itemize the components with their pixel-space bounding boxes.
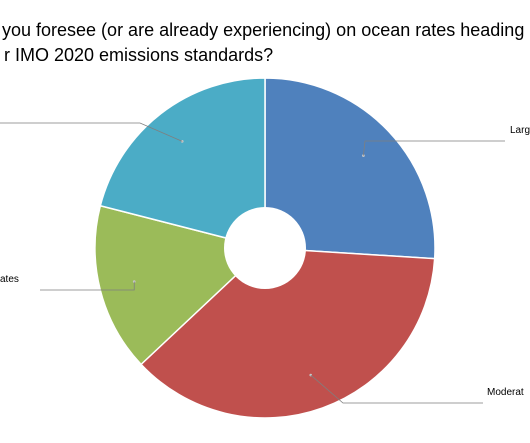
leader-line-large bbox=[363, 140, 505, 156]
slice-moderate bbox=[140, 247, 436, 419]
slice-label-large: Larg bbox=[510, 125, 530, 136]
leader-line-unlabeled bbox=[0, 122, 183, 142]
chart-title: you foresee (or are already experiencing… bbox=[0, 18, 530, 68]
chart-title-line-2: r IMO 2020 emissions standards? bbox=[4, 45, 274, 65]
leader-line-group bbox=[0, 122, 505, 404]
chart-title-line-1: you foresee (or are already experiencing… bbox=[2, 20, 525, 40]
leader-line-moderate bbox=[310, 374, 483, 404]
slice-label-rates: ates bbox=[0, 274, 19, 285]
donut-hole bbox=[224, 207, 306, 289]
slice-label-group: Larg Moderat ates bbox=[0, 125, 530, 398]
slice-unlabeled bbox=[99, 77, 266, 249]
leader-line-rates bbox=[40, 281, 135, 291]
slice-large bbox=[264, 77, 436, 260]
slice-group bbox=[94, 77, 436, 419]
slice-label-moderate: Moderat bbox=[487, 387, 524, 398]
